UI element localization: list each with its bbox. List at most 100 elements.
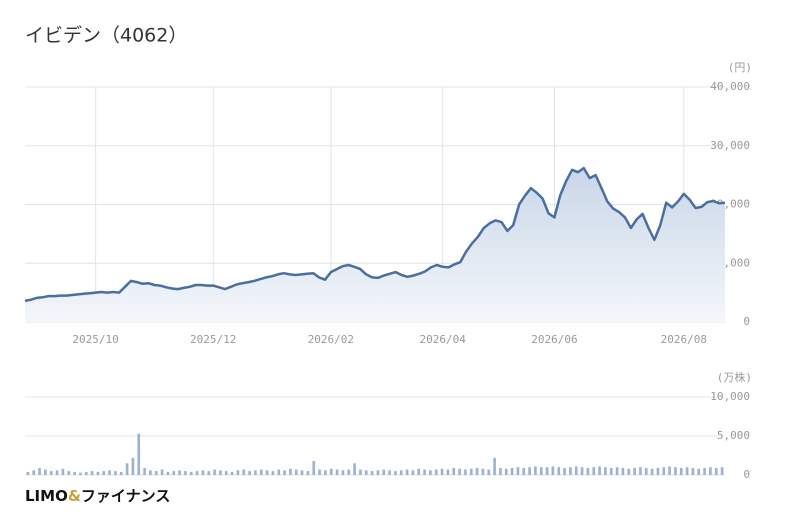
brand-part: LIMO xyxy=(25,487,68,505)
volume-bar xyxy=(38,467,41,475)
volume-bar xyxy=(55,470,59,475)
volume-bar xyxy=(213,469,216,475)
volume-bar xyxy=(154,471,158,475)
volume-bar xyxy=(160,469,164,475)
volume-bar xyxy=(61,468,65,475)
volume-bar xyxy=(370,471,374,475)
volume-bar xyxy=(487,469,491,475)
volume-bar xyxy=(691,467,695,475)
volume-bar xyxy=(557,467,561,475)
volume-bar xyxy=(656,467,660,475)
volume-bar xyxy=(679,467,683,475)
volume-bar xyxy=(534,466,537,475)
volume-bar xyxy=(429,470,432,475)
brand-part: ファイナンス xyxy=(81,487,170,505)
volume-bar xyxy=(598,466,601,475)
volume-bar xyxy=(207,471,211,475)
volume-bar xyxy=(32,470,36,475)
volume-bar xyxy=(143,467,146,475)
volume-bar xyxy=(259,469,263,475)
volume-bar xyxy=(493,457,496,475)
volume-bar xyxy=(195,471,199,475)
volume-bar xyxy=(516,467,520,475)
volume-bar xyxy=(289,468,292,475)
price-line xyxy=(24,166,726,303)
volume-bar xyxy=(26,471,30,475)
volume-bar xyxy=(551,466,555,475)
volume-bar xyxy=(236,470,240,475)
y-tick-label: 5,000 xyxy=(717,429,750,442)
volume-bar xyxy=(388,470,391,475)
volume-bar xyxy=(563,467,566,475)
volume-bar xyxy=(452,467,456,475)
price-area xyxy=(25,168,725,322)
volume-bar xyxy=(184,471,187,475)
volume-bar xyxy=(248,471,251,475)
volume-bar xyxy=(178,470,181,475)
volume-bar xyxy=(300,470,304,475)
volume-bar xyxy=(609,467,613,475)
brand-logo: LIMO&ファイナンス xyxy=(25,487,170,505)
volume-bar xyxy=(434,469,438,475)
volume-bar xyxy=(440,468,444,475)
y-tick-label: 0 xyxy=(743,468,750,481)
volume-bar xyxy=(539,467,543,475)
volume-bar xyxy=(417,468,421,475)
x-tick-label: 2026/06 xyxy=(531,333,577,346)
y-tick-label: 40,000 xyxy=(710,80,750,93)
volume-bar xyxy=(318,469,321,475)
volume-bar xyxy=(405,469,409,475)
volume-bar xyxy=(382,469,386,475)
volume-bar xyxy=(394,471,397,475)
volume-bar xyxy=(499,467,502,475)
volume-bar xyxy=(720,467,724,475)
volume-bar xyxy=(49,471,53,475)
volume-bar xyxy=(131,457,135,475)
volume-bar xyxy=(230,471,234,475)
volume-bar xyxy=(137,433,141,475)
volume-bar xyxy=(697,468,701,475)
x-tick-label: 2025/10 xyxy=(72,333,118,346)
volume-bar xyxy=(621,467,625,475)
volume-bar xyxy=(481,468,485,475)
volume-bar xyxy=(574,466,578,475)
volume-bar xyxy=(44,469,47,475)
volume-bar xyxy=(615,467,619,475)
y-tick-label: 10,000 xyxy=(710,390,750,403)
volume-bar xyxy=(662,467,666,475)
volume-bar xyxy=(586,467,590,475)
volume-bar xyxy=(674,467,677,475)
y-tick-label: 0 xyxy=(743,315,750,328)
x-tick-label: 2026/08 xyxy=(661,333,707,346)
y-axis-unit: (万株) xyxy=(717,370,752,384)
volume-bar xyxy=(359,469,362,475)
volume-bar xyxy=(172,471,176,475)
volume-bar xyxy=(714,467,718,475)
volume-bar xyxy=(458,468,461,475)
volume-bar xyxy=(108,470,111,475)
volume-bar xyxy=(399,470,403,475)
volume-bar xyxy=(639,467,642,475)
volume-bar xyxy=(510,467,514,475)
volume-bar xyxy=(650,468,654,475)
volume-bar xyxy=(569,467,572,475)
volume-bar xyxy=(446,469,450,475)
volume-bar xyxy=(67,471,71,475)
x-tick-label: 2026/04 xyxy=(419,333,466,346)
volume-bar xyxy=(271,471,275,475)
volume-bar xyxy=(102,471,106,475)
y-tick-label: 30,000 xyxy=(710,139,750,152)
volume-bar xyxy=(668,466,671,475)
volume-bar xyxy=(166,471,170,475)
volume-bar xyxy=(96,471,100,475)
page-title: イビデン（4062） xyxy=(25,25,187,47)
volume-bar xyxy=(685,467,689,475)
volume-bar xyxy=(341,470,345,475)
x-tick-label: 2026/02 xyxy=(308,333,354,346)
volume-bar xyxy=(125,463,129,475)
volume-bar xyxy=(644,467,648,475)
volume-bar xyxy=(353,463,356,475)
volume-bar xyxy=(312,460,316,475)
volume-bar xyxy=(347,469,351,475)
